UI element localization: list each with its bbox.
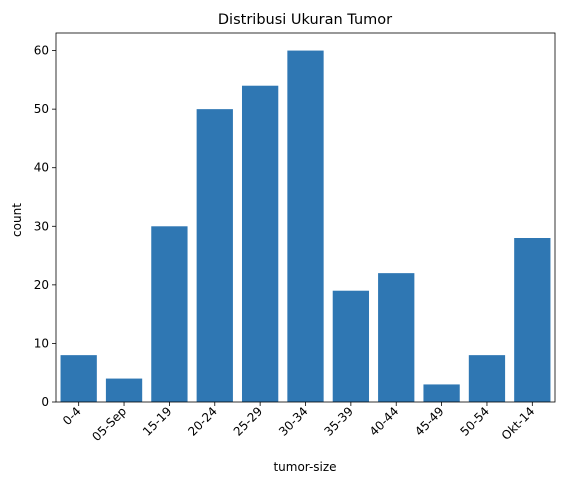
plot-frame: [55, 32, 556, 403]
x-tick-label: 0-4: [60, 404, 84, 428]
x-tick-label: 40-44: [367, 404, 402, 439]
x-axis-title: tumor-size: [273, 460, 336, 474]
bar-50-54: [468, 355, 506, 402]
x-tick-label: Okt-14: [499, 404, 538, 443]
bar-15-19: [151, 226, 188, 402]
y-tick-label: 30: [34, 219, 49, 233]
x-tick-label: 05-Sep: [89, 404, 129, 444]
bar-45-49: [423, 384, 460, 402]
y-axis-title: count: [10, 203, 24, 237]
y-tick-label: 10: [34, 336, 49, 350]
x-tick-label: 25-29: [231, 404, 266, 439]
y-tick-label: 50: [34, 102, 49, 116]
y-tick-label: 60: [34, 44, 49, 58]
x-tick-label: 15-19: [140, 404, 175, 439]
chart-title: Distribusi Ukuran Tumor: [218, 12, 392, 28]
bar-05-Sep: [105, 378, 143, 402]
bar-40-44: [378, 273, 415, 402]
bar-0-4: [60, 355, 97, 402]
y-tick-label: 0: [41, 395, 49, 409]
bar-30-34: [287, 50, 324, 402]
y-tick-label: 40: [34, 161, 49, 175]
bar-Okt-14: [514, 238, 551, 402]
bar-25-29: [241, 85, 279, 403]
bar-35-39: [332, 290, 370, 402]
x-tick-label: 45-49: [412, 404, 447, 439]
x-tick-label: 20-24: [185, 404, 220, 439]
bar-20-24: [196, 109, 233, 402]
plot-area: 0 10 20 30 40 50 60 0-4 05-Sep 15-19 20-24 25-29 30-…: [34, 32, 556, 444]
y-tick-label: 20: [34, 278, 49, 292]
x-tick-label: 50-54: [458, 404, 493, 439]
x-tick-label: 30-34: [276, 404, 311, 439]
x-tick-label: 35-39: [321, 404, 356, 439]
